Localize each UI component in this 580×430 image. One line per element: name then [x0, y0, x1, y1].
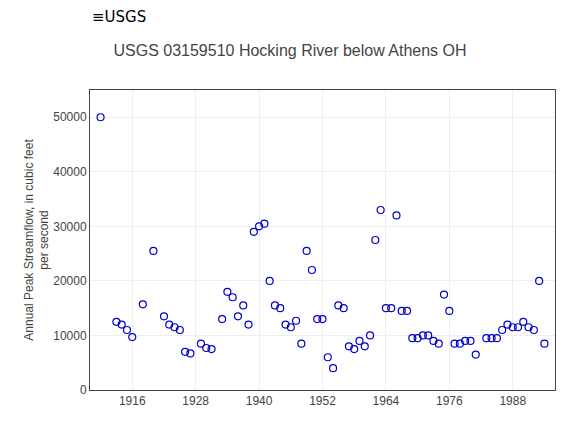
svg-text:≡USGS: ≡USGS	[92, 8, 146, 26]
svg-text:0: 0	[80, 383, 87, 397]
svg-text:1952: 1952	[309, 394, 336, 408]
svg-text:30000: 30000	[53, 220, 87, 234]
svg-text:USGS 03159510 Hocking River be: USGS 03159510 Hocking River below Athens…	[113, 42, 466, 59]
svg-text:1916: 1916	[119, 394, 146, 408]
svg-text:1964: 1964	[373, 394, 400, 408]
svg-text:1940: 1940	[246, 394, 273, 408]
svg-text:50000: 50000	[53, 110, 87, 124]
svg-text:10000: 10000	[53, 329, 87, 343]
svg-text:1976: 1976	[436, 394, 463, 408]
svg-text:20000: 20000	[53, 274, 87, 288]
svg-text:40000: 40000	[53, 165, 87, 179]
svg-text:1928: 1928	[182, 394, 209, 408]
svg-text:Annual Peak Streamflow, in cub: Annual Peak Streamflow, in cubic feetper…	[22, 139, 52, 341]
svg-text:1988: 1988	[499, 394, 526, 408]
